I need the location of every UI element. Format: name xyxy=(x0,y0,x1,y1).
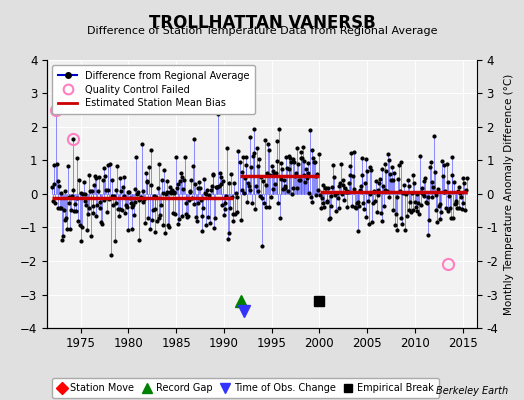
Y-axis label: Monthly Temperature Anomaly Difference (°C): Monthly Temperature Anomaly Difference (… xyxy=(504,73,514,315)
Text: TROLLHATTAN VANERSB: TROLLHATTAN VANERSB xyxy=(149,14,375,32)
Legend: Station Move, Record Gap, Time of Obs. Change, Empirical Break: Station Move, Record Gap, Time of Obs. C… xyxy=(52,378,439,398)
Text: Berkeley Earth: Berkeley Earth xyxy=(436,386,508,396)
Text: Difference of Station Temperature Data from Regional Average: Difference of Station Temperature Data f… xyxy=(87,26,437,36)
